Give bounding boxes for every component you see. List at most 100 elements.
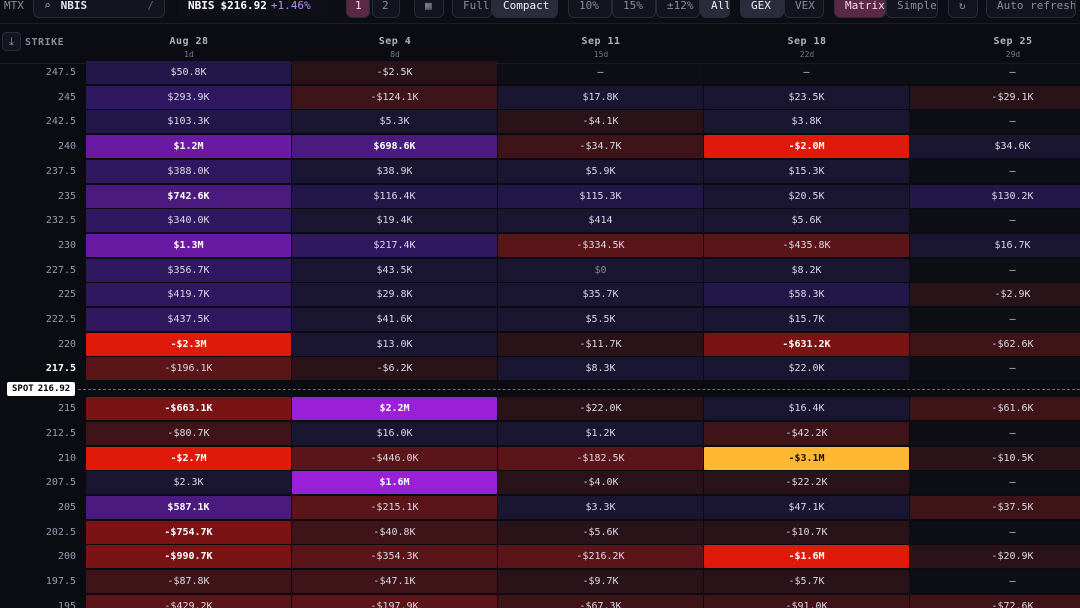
gex-cell[interactable]: —: [910, 421, 1080, 445]
expiry-header[interactable]: Aug 28 1d: [86, 36, 292, 59]
gex-cell[interactable]: -$182.5K: [498, 446, 703, 470]
gex-cell[interactable]: -$215.1K: [292, 495, 497, 519]
gex-cell[interactable]: $0: [498, 258, 703, 282]
gex-cell[interactable]: -$2.0M: [704, 135, 909, 159]
page-button-2[interactable]: 2: [372, 0, 400, 18]
gex-cell[interactable]: -$124.1K: [292, 85, 497, 109]
gex-cell[interactable]: $38.9K: [292, 159, 497, 183]
gex-cell[interactable]: —: [910, 308, 1080, 331]
gex-cell[interactable]: $43.5K: [292, 258, 497, 282]
calendar-button[interactable]: ▦: [414, 0, 444, 18]
gex-cell[interactable]: $587.1K: [86, 495, 291, 519]
gex-cell[interactable]: —: [910, 520, 1080, 544]
gex-cell[interactable]: —: [910, 159, 1080, 183]
gex-cell[interactable]: -$6.2K: [292, 357, 497, 381]
gex-cell[interactable]: -$446.0K: [292, 446, 497, 470]
gex-cell[interactable]: -$42.2K: [704, 421, 909, 445]
gex-cell[interactable]: -$2.7M: [86, 446, 291, 470]
gex-cell[interactable]: -$435.8K: [704, 233, 909, 257]
gex-cell[interactable]: $47.1K: [704, 495, 909, 519]
gex-cell[interactable]: $340.0K: [86, 209, 291, 233]
gex-cell[interactable]: $20.5K: [704, 184, 909, 208]
gex-cell[interactable]: $5.5K: [498, 308, 703, 331]
gex-cell[interactable]: -$216.2K: [498, 545, 703, 569]
gex-cell[interactable]: $5.6K: [704, 209, 909, 233]
gex-cell[interactable]: -$20.9K: [910, 545, 1080, 569]
gex-cell[interactable]: -$37.5K: [910, 495, 1080, 519]
expiry-header[interactable]: Sep 18 22d: [704, 36, 910, 59]
expiry-header[interactable]: Sep 4 8d: [292, 36, 498, 59]
gex-cell[interactable]: $115.3K: [498, 184, 703, 208]
auto-refresh-button[interactable]: Auto refresh: [986, 0, 1076, 18]
gex-cell[interactable]: —: [910, 61, 1080, 84]
gex-cell[interactable]: -$80.7K: [86, 421, 291, 445]
gex-cell[interactable]: $414: [498, 209, 703, 233]
gex-cell[interactable]: -$72.6K: [910, 594, 1080, 608]
gex-cell[interactable]: —: [910, 357, 1080, 381]
gex-cell[interactable]: -$196.1K: [86, 357, 291, 381]
gex-cell[interactable]: $5.3K: [292, 110, 497, 134]
gex-cell[interactable]: $3.8K: [704, 110, 909, 134]
gex-cell[interactable]: $8.3K: [498, 357, 703, 381]
gex-cell[interactable]: $5.9K: [498, 159, 703, 183]
gex-cell[interactable]: $16.0K: [292, 421, 497, 445]
gex-cell[interactable]: $103.3K: [86, 110, 291, 134]
gex-cell[interactable]: $217.4K: [292, 233, 497, 257]
gex-cell[interactable]: -$67.3K: [498, 594, 703, 608]
gex-cell[interactable]: $19.4K: [292, 209, 497, 233]
gex-cell[interactable]: $388.0K: [86, 159, 291, 183]
gex-cell[interactable]: —: [910, 471, 1080, 495]
display-simple-button[interactable]: Simple: [886, 0, 938, 18]
view-compact-button[interactable]: Compact: [492, 0, 558, 18]
gex-cell[interactable]: -$1.6M: [704, 545, 909, 569]
gex-cell[interactable]: $35.7K: [498, 283, 703, 307]
gex-cell[interactable]: -$990.7K: [86, 545, 291, 569]
gex-cell[interactable]: -$91.0K: [704, 594, 909, 608]
gex-cell[interactable]: -$11.7K: [498, 332, 703, 356]
range-all-button[interactable]: All: [700, 0, 730, 18]
range-15-button[interactable]: 15%: [612, 0, 656, 18]
gex-cell[interactable]: $16.4K: [704, 397, 909, 421]
gex-cell[interactable]: $3.3K: [498, 495, 703, 519]
gex-cell[interactable]: -$197.9K: [292, 594, 497, 608]
metric-gex-button[interactable]: GEX: [740, 0, 784, 18]
gex-cell[interactable]: $16.7K: [910, 233, 1080, 257]
gex-cell[interactable]: $1.2M: [86, 135, 291, 159]
gex-cell[interactable]: -$22.0K: [498, 397, 703, 421]
gex-cell[interactable]: $58.3K: [704, 283, 909, 307]
gex-cell[interactable]: -$10.5K: [910, 446, 1080, 470]
gex-cell[interactable]: $742.6K: [86, 184, 291, 208]
range-10-button[interactable]: 10%: [568, 0, 612, 18]
gex-cell[interactable]: —: [498, 61, 703, 84]
gex-cell[interactable]: $356.7K: [86, 258, 291, 282]
refresh-button[interactable]: ↻: [948, 0, 978, 18]
gex-cell[interactable]: $1.6M: [292, 471, 497, 495]
gex-cell[interactable]: $13.0K: [292, 332, 497, 356]
gex-cell[interactable]: $2.3K: [86, 471, 291, 495]
display-matrix-button[interactable]: Matrix: [834, 0, 886, 18]
gex-cell[interactable]: —: [910, 209, 1080, 233]
gex-cell[interactable]: $23.5K: [704, 85, 909, 109]
gex-cell[interactable]: -$34.7K: [498, 135, 703, 159]
gex-cell[interactable]: -$9.7K: [498, 570, 703, 593]
gex-cell[interactable]: -$40.8K: [292, 520, 497, 544]
gex-cell[interactable]: -$429.2K: [86, 594, 291, 608]
gex-cell[interactable]: $1.2K: [498, 421, 703, 445]
gex-cell[interactable]: -$5.6K: [498, 520, 703, 544]
gex-cell[interactable]: -$354.3K: [292, 545, 497, 569]
gex-cell[interactable]: $698.6K: [292, 135, 497, 159]
gex-cell[interactable]: —: [704, 61, 909, 84]
gex-cell[interactable]: -$4.1K: [498, 110, 703, 134]
gex-cell[interactable]: —: [910, 110, 1080, 134]
gex-cell[interactable]: $130.2K: [910, 184, 1080, 208]
gex-cell[interactable]: -$3.1M: [704, 446, 909, 470]
gex-cell[interactable]: -$2.3M: [86, 332, 291, 356]
ticker-search[interactable]: ⌕ NBIS /: [33, 0, 165, 18]
gex-cell[interactable]: $29.8K: [292, 283, 497, 307]
gex-cell[interactable]: $437.5K: [86, 308, 291, 331]
gex-cell[interactable]: —: [910, 258, 1080, 282]
gex-cell[interactable]: $8.2K: [704, 258, 909, 282]
gex-cell[interactable]: $15.3K: [704, 159, 909, 183]
range-12-button[interactable]: ±12%: [656, 0, 700, 18]
gex-cell[interactable]: $419.7K: [86, 283, 291, 307]
